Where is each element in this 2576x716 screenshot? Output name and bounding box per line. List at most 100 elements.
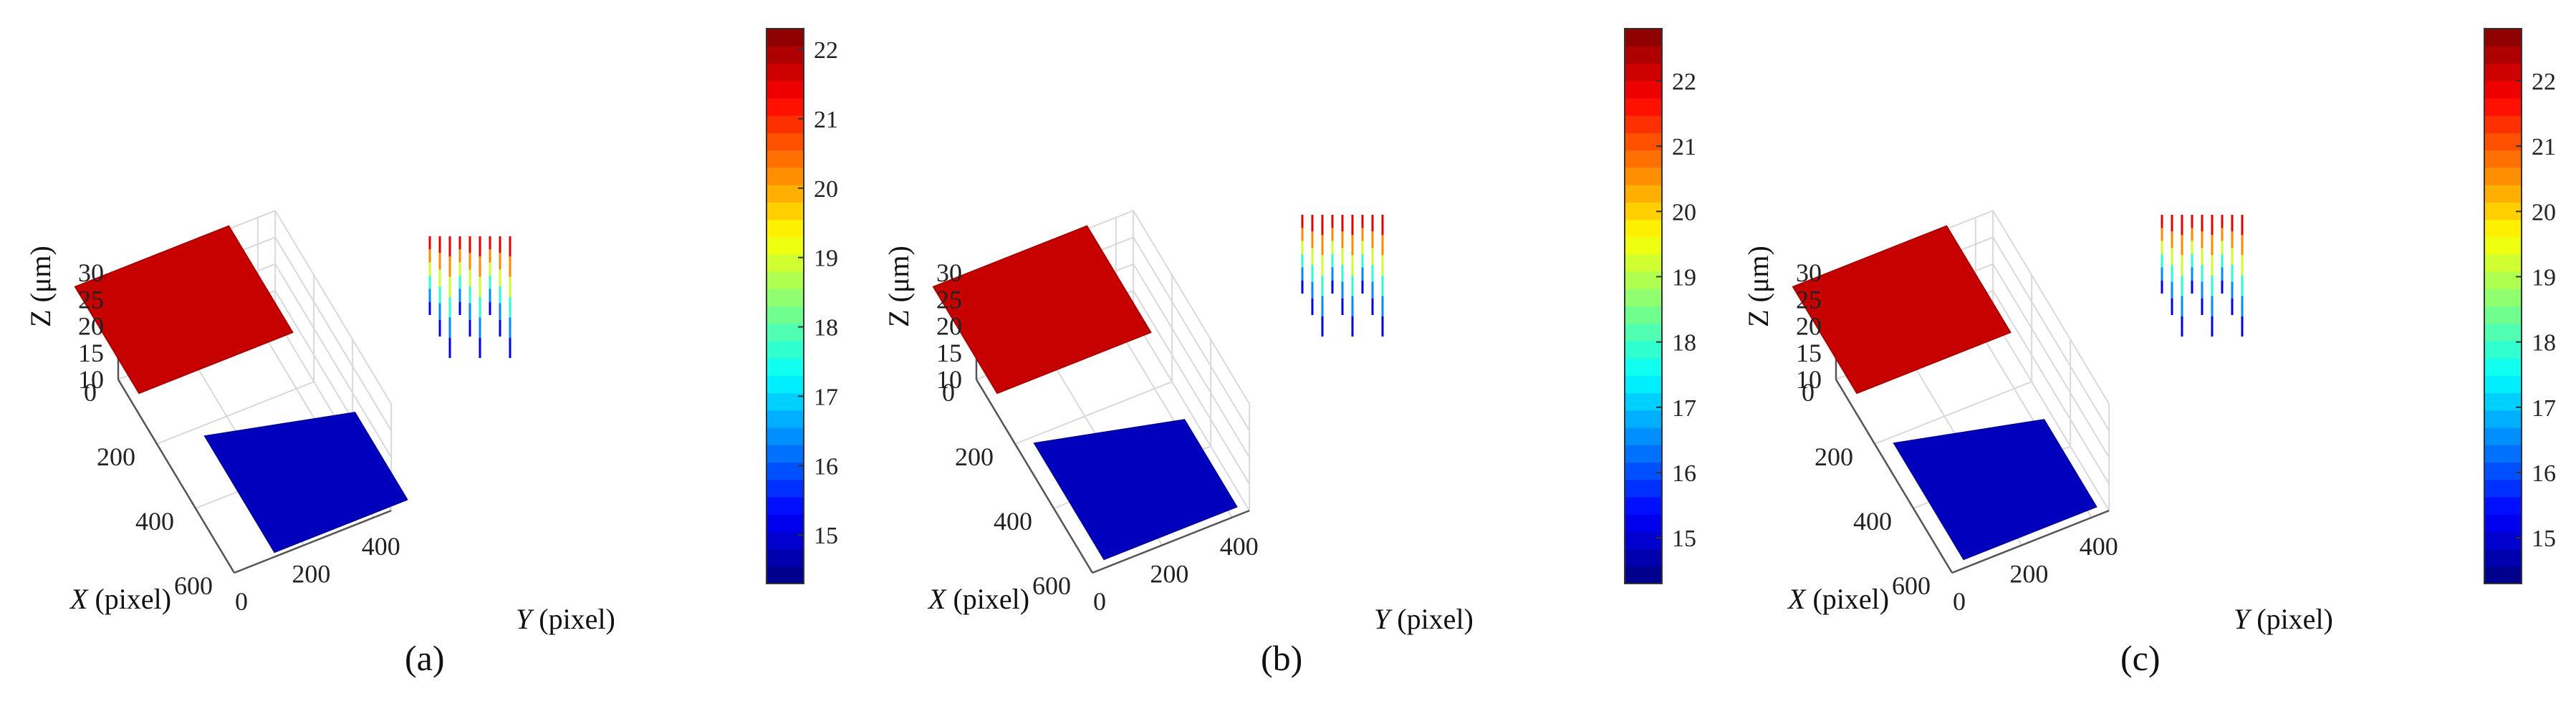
y-tick-0: 0	[235, 587, 248, 616]
colorbar-band	[766, 80, 804, 99]
z-tick-15: 15	[78, 339, 104, 367]
colorbar-tick-20: 20	[2532, 199, 2556, 226]
colorbar-band	[1625, 115, 1662, 133]
y-axis-label: Y (pixel)	[2234, 603, 2333, 635]
colorbar-band	[1625, 479, 1662, 498]
colorbar-band	[2484, 271, 2522, 289]
colorbar-band	[766, 566, 804, 584]
colorbar-band	[1625, 236, 1662, 255]
colorbar-band	[1625, 392, 1662, 411]
z-tick-20: 20	[78, 312, 104, 341]
colorbar-tick-21: 21	[2532, 134, 2556, 160]
colorbar-tick-21: 21	[814, 107, 838, 133]
colorbar-band	[766, 462, 804, 480]
y-tick-labels: 0 200 400	[1093, 532, 1259, 616]
colorbar-band	[2484, 167, 2522, 185]
colorbar-band	[766, 150, 804, 168]
colorbar-band	[2484, 496, 2522, 515]
y-tick-labels: 0 200 400	[1953, 532, 2118, 616]
y-tick-200: 200	[292, 559, 330, 588]
colorbar-band	[2484, 150, 2522, 168]
z-axis-label: Z (μm)	[883, 246, 915, 327]
colorbar-band	[1625, 358, 1662, 376]
colorbar-band	[766, 445, 804, 463]
colorbar-band	[766, 63, 804, 82]
colorbar-band	[766, 29, 804, 47]
step-spikes	[2161, 215, 2244, 337]
z-tick-20: 20	[936, 312, 962, 341]
colorbar-band	[1625, 462, 1662, 480]
colorbar-band	[1625, 29, 1662, 47]
z-tick-10: 10	[936, 365, 962, 394]
colorbar: 15 16 17 18 19 20 21 22	[2484, 28, 2556, 584]
colorbar-tick-19: 19	[814, 246, 838, 272]
colorbar-band	[1625, 410, 1662, 428]
colorbar-band	[766, 219, 804, 238]
colorbar-band	[2484, 445, 2522, 463]
x-tick-400: 400	[994, 507, 1032, 536]
colorbar-band	[2484, 289, 2522, 307]
x-tick-0: 0	[942, 378, 955, 407]
colorbar-band	[2484, 462, 2522, 480]
chart-panel-3: 10 15 20 25 30 0 200 400 600 0 200 400 Z (μm) X (pixe…	[1718, 0, 2576, 716]
y-tick-labels: 0 200 400	[235, 532, 400, 616]
x-tick-0: 0	[84, 378, 97, 407]
colorbar-band	[766, 97, 804, 116]
colorbar-band	[1625, 548, 1662, 567]
colorbar-band	[2484, 236, 2522, 255]
upper-surface	[74, 225, 294, 395]
z-tick-30: 30	[1796, 258, 1822, 287]
x-axis-label: X (pixel)	[1787, 583, 1889, 615]
colorbar-tick-22: 22	[2532, 69, 2556, 95]
colorbar-band	[766, 427, 804, 445]
upper-surface	[932, 225, 1152, 395]
colorbar-band	[2484, 97, 2522, 116]
colorbar-band	[2484, 358, 2522, 376]
colorbar-tick-15: 15	[2532, 526, 2556, 552]
colorbar-tick-21: 21	[1672, 134, 1696, 160]
colorbar-tick-18: 18	[2532, 330, 2556, 357]
colorbar-band	[766, 479, 804, 498]
colorbar-band	[766, 323, 804, 342]
colorbar-tick-17: 17	[814, 384, 838, 410]
colorbar-tick-22: 22	[1672, 69, 1696, 95]
y-tick-200: 200	[2009, 559, 2048, 588]
colorbar-band	[766, 115, 804, 133]
x-axis-label: X (pixel)	[69, 583, 171, 615]
x-tick-200: 200	[97, 442, 135, 471]
panel-caption: (b)	[1261, 638, 1303, 678]
colorbar-band	[1625, 427, 1662, 445]
colorbar-tick-15: 15	[814, 523, 838, 549]
y-tick-200: 200	[1150, 559, 1188, 588]
step-spikes	[428, 236, 511, 358]
lower-surface	[203, 412, 408, 553]
colorbar-band	[2484, 29, 2522, 47]
x-tick-0: 0	[1802, 378, 1815, 407]
colorbar-band	[766, 289, 804, 307]
colorbar-band	[766, 236, 804, 255]
colorbar-band	[766, 132, 804, 151]
x-tick-200: 200	[955, 442, 994, 471]
colorbar-band	[2484, 115, 2522, 133]
colorbar-band	[766, 410, 804, 428]
colorbar-band	[766, 271, 804, 289]
colorbar-band	[766, 496, 804, 515]
chart-panel-2: 10 15 20 25 30 0 200 400 600 0 200 400 Z (μm) X (pixe…	[858, 0, 1716, 716]
colorbar-band	[2484, 479, 2522, 498]
colorbar-band	[1625, 202, 1662, 221]
colorbar-band	[1625, 323, 1662, 342]
colorbar-band	[766, 46, 804, 64]
colorbar-band	[1625, 132, 1662, 151]
colorbar-band	[2484, 202, 2522, 221]
x-tick-labels: 0 200 400 600	[84, 378, 213, 600]
chart-panel-1: 10 15 20 25 30 0 200 400 600 0 200 400 Z (μm) X (pixe…	[0, 0, 858, 716]
colorbar-band	[1625, 253, 1662, 272]
colorbar-band	[1625, 150, 1662, 168]
colorbar-band	[1625, 167, 1662, 185]
z-axis-label: Z (μm)	[24, 246, 57, 327]
colorbar-band	[2484, 392, 2522, 411]
step-spikes	[1301, 215, 1384, 337]
